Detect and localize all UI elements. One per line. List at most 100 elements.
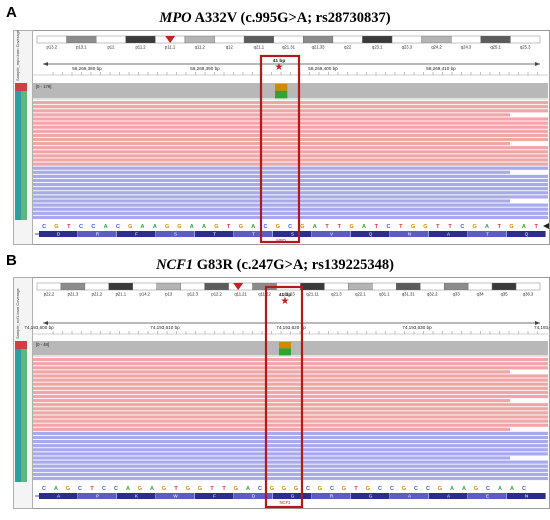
ruler-label: 74,193,6 (534, 325, 550, 330)
coverage-range: [0 - 179] (36, 84, 51, 89)
amino-acid-label: R (96, 232, 100, 237)
ideogram-band-label: p21.1 (116, 292, 127, 297)
read (33, 460, 548, 464)
sequence-base: C (522, 486, 526, 492)
amino-acid-box (78, 231, 117, 237)
amino-acid-label: N (525, 494, 528, 499)
ideogram-band-label: q34 (477, 292, 485, 297)
ideogram-band (510, 35, 541, 44)
allele-bar-g (275, 84, 288, 91)
ideogram-band (362, 35, 393, 44)
sequence-base: C (426, 486, 430, 492)
read (33, 133, 548, 137)
ideogram-band (467, 282, 493, 291)
read (33, 154, 548, 158)
sequence-base: A (153, 224, 157, 230)
ruler-label: 58,269,390 bp (190, 66, 220, 71)
sequence-base: T (338, 224, 342, 230)
amino-acid-label: N (408, 232, 411, 237)
sequence-base: G (276, 224, 280, 230)
sequence-base: G (294, 486, 298, 492)
amino-acid-box (507, 231, 546, 237)
ideogram-band-label: q21.31 (282, 45, 295, 50)
ideogram-band-label: q31.31 (402, 292, 415, 297)
ideogram-band (303, 35, 334, 44)
sequence-base: G (411, 224, 415, 230)
read (33, 448, 548, 452)
sequence-base: A (246, 486, 250, 492)
sequence-base: G (234, 486, 238, 492)
panel-b-gene: NCF1 (156, 257, 194, 273)
read (33, 452, 548, 456)
sidebar-strip (15, 83, 21, 220)
amino-acid-label: A (447, 232, 451, 237)
read (33, 415, 548, 419)
ideogram-band (451, 35, 482, 44)
read (33, 162, 548, 166)
variant-highlight-box (259, 54, 301, 244)
read (33, 174, 548, 178)
amino-acid-label: A (408, 494, 412, 499)
read (33, 170, 510, 174)
read (33, 101, 548, 105)
amino-acid-label: Q (369, 232, 373, 237)
read (33, 411, 548, 415)
ideogram-band-label: p21.3 (68, 292, 79, 297)
sequence-base: A (251, 224, 255, 230)
sequence-base: G (282, 486, 286, 492)
read (33, 137, 548, 142)
centromere-marker (233, 283, 244, 290)
sequence-base: C (79, 224, 83, 230)
sequence-base: G (165, 224, 169, 230)
sequence-base: C (387, 224, 391, 230)
ideogram-band (421, 35, 452, 44)
ideogram-band (204, 282, 229, 291)
read (33, 407, 548, 411)
sequence-base: T (436, 224, 440, 230)
read (33, 390, 548, 394)
panel-b-title: NCF1 G83R (c.247G>A; rs139225348) (0, 257, 550, 274)
ideogram-band-label: q11.2 (195, 45, 206, 50)
ruler-label: 58,269,410 bp (426, 66, 456, 71)
sequence-base: T (448, 224, 452, 230)
amino-acid-box (468, 493, 507, 499)
read (33, 468, 548, 472)
read (33, 150, 548, 154)
amino-acid-box (390, 231, 429, 237)
sequence-base: C (414, 486, 418, 492)
ideogram-band-label: q21.11 (306, 292, 319, 297)
sequence-base: G (423, 224, 427, 230)
ideogram-band-label: p14.2 (140, 292, 151, 297)
ideogram-band (391, 35, 422, 44)
amino-acid-box (312, 493, 351, 499)
read (33, 431, 548, 435)
ideogram-band (108, 282, 134, 291)
amino-acid-label: A (447, 494, 451, 499)
sequence-base: C (42, 224, 46, 230)
amino-acid-box (234, 493, 273, 499)
ideogram-band (132, 282, 157, 291)
sequence-base: A (313, 224, 317, 230)
sidebar-strip (21, 83, 27, 220)
amino-acid-box (117, 493, 156, 499)
read (33, 370, 510, 374)
read (33, 476, 548, 481)
sequence-base: C (330, 486, 334, 492)
sequence-base: C (288, 224, 292, 230)
sequence-base: G (473, 224, 477, 230)
sidebar-strip (15, 341, 21, 482)
ideogram-band-label: q11.22 (258, 292, 271, 297)
ideogram-band (420, 282, 445, 291)
amino-acid-box (78, 493, 117, 499)
read (33, 394, 548, 399)
igv-panel-b[interactable]: Sample_ncf1.bam Coverage p22.2 p21.3 p21.2 p… (13, 277, 550, 509)
ideogram-band-label: q23.1 (372, 45, 383, 50)
amino-acid-label: T (252, 232, 255, 237)
ideogram-band-label: q22 (344, 45, 352, 50)
igv-panel-a[interactable]: Sample_mpo.bam Coverage p13.2 p13.1 p12 p11.… (13, 30, 550, 245)
sequence-base: C (258, 486, 262, 492)
read (33, 166, 548, 170)
sequence-base: C (378, 486, 382, 492)
sidebar-marker (15, 83, 27, 91)
read (33, 158, 548, 162)
